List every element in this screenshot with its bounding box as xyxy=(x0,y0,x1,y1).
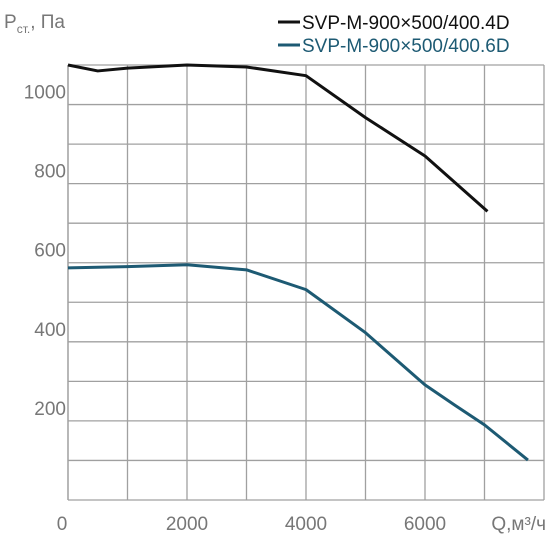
series-line xyxy=(67,263,529,462)
legend-label: SVP-M-900×500/400.6D xyxy=(302,36,510,57)
y-tick-label: 200 xyxy=(34,399,66,420)
y-tick-label: 1000 xyxy=(24,83,66,104)
x-axis-label: Q,м³/ч xyxy=(491,514,546,535)
x-tick-label: 2000 xyxy=(166,514,208,535)
y-tick-label: 800 xyxy=(34,162,66,183)
x-tick-label: 6000 xyxy=(404,514,446,535)
y-label-symbol: P xyxy=(4,12,17,33)
x-tick-label: 0 xyxy=(57,514,68,535)
y-label-unit: , Па xyxy=(30,12,65,33)
legend-label: SVP-M-900×500/400.4D xyxy=(302,13,510,34)
y-axis-label: Pст., Па xyxy=(4,12,65,36)
series-line xyxy=(67,63,489,213)
y-label-subscript: ст. xyxy=(17,22,31,36)
y-tick-label: 400 xyxy=(34,320,66,341)
y-tick-label: 600 xyxy=(34,241,66,262)
x-tick-label: 4000 xyxy=(285,514,327,535)
